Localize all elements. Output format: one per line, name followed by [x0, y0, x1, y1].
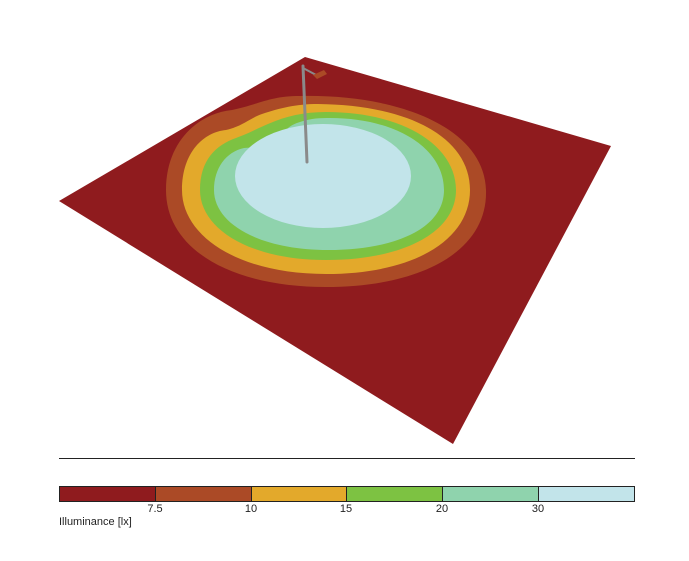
legend-swatch — [347, 487, 444, 501]
legend-color-scale — [59, 486, 635, 502]
legend-tick-label: 20 — [435, 503, 449, 515]
legend-swatch — [155, 487, 252, 501]
isolux-contours — [166, 95, 487, 287]
legend-swatch — [539, 487, 634, 501]
band-above-30-lx — [235, 124, 411, 228]
light-pole — [301, 64, 327, 164]
legend-swatch — [443, 487, 540, 501]
legend-title: Illuminance [lx] — [59, 516, 132, 528]
legend-tick-label: 15 — [339, 503, 353, 515]
separator-line — [59, 458, 635, 459]
legend-swatch — [60, 487, 156, 501]
legend-swatch — [251, 487, 348, 501]
legend-tick-label: 10 — [244, 503, 258, 515]
legend-tick-label: 30 — [531, 503, 545, 515]
legend-tick-label: 7.5 — [147, 503, 163, 515]
pole-shaft — [301, 64, 309, 164]
illuminance-plan-view — [59, 57, 611, 444]
luminaire-head — [313, 70, 327, 79]
